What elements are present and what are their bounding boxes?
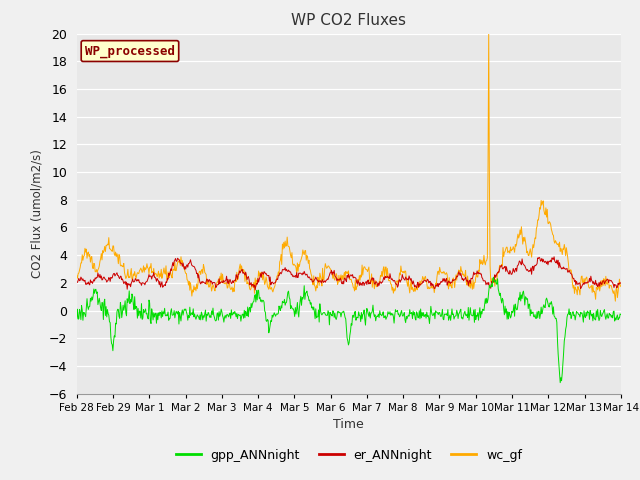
- X-axis label: Time: Time: [333, 418, 364, 431]
- Y-axis label: CO2 Flux (umol/m2/s): CO2 Flux (umol/m2/s): [30, 149, 43, 278]
- Title: WP CO2 Fluxes: WP CO2 Fluxes: [291, 13, 406, 28]
- Text: WP_processed: WP_processed: [85, 44, 175, 58]
- Legend: gpp_ANNnight, er_ANNnight, wc_gf: gpp_ANNnight, er_ANNnight, wc_gf: [171, 444, 527, 467]
